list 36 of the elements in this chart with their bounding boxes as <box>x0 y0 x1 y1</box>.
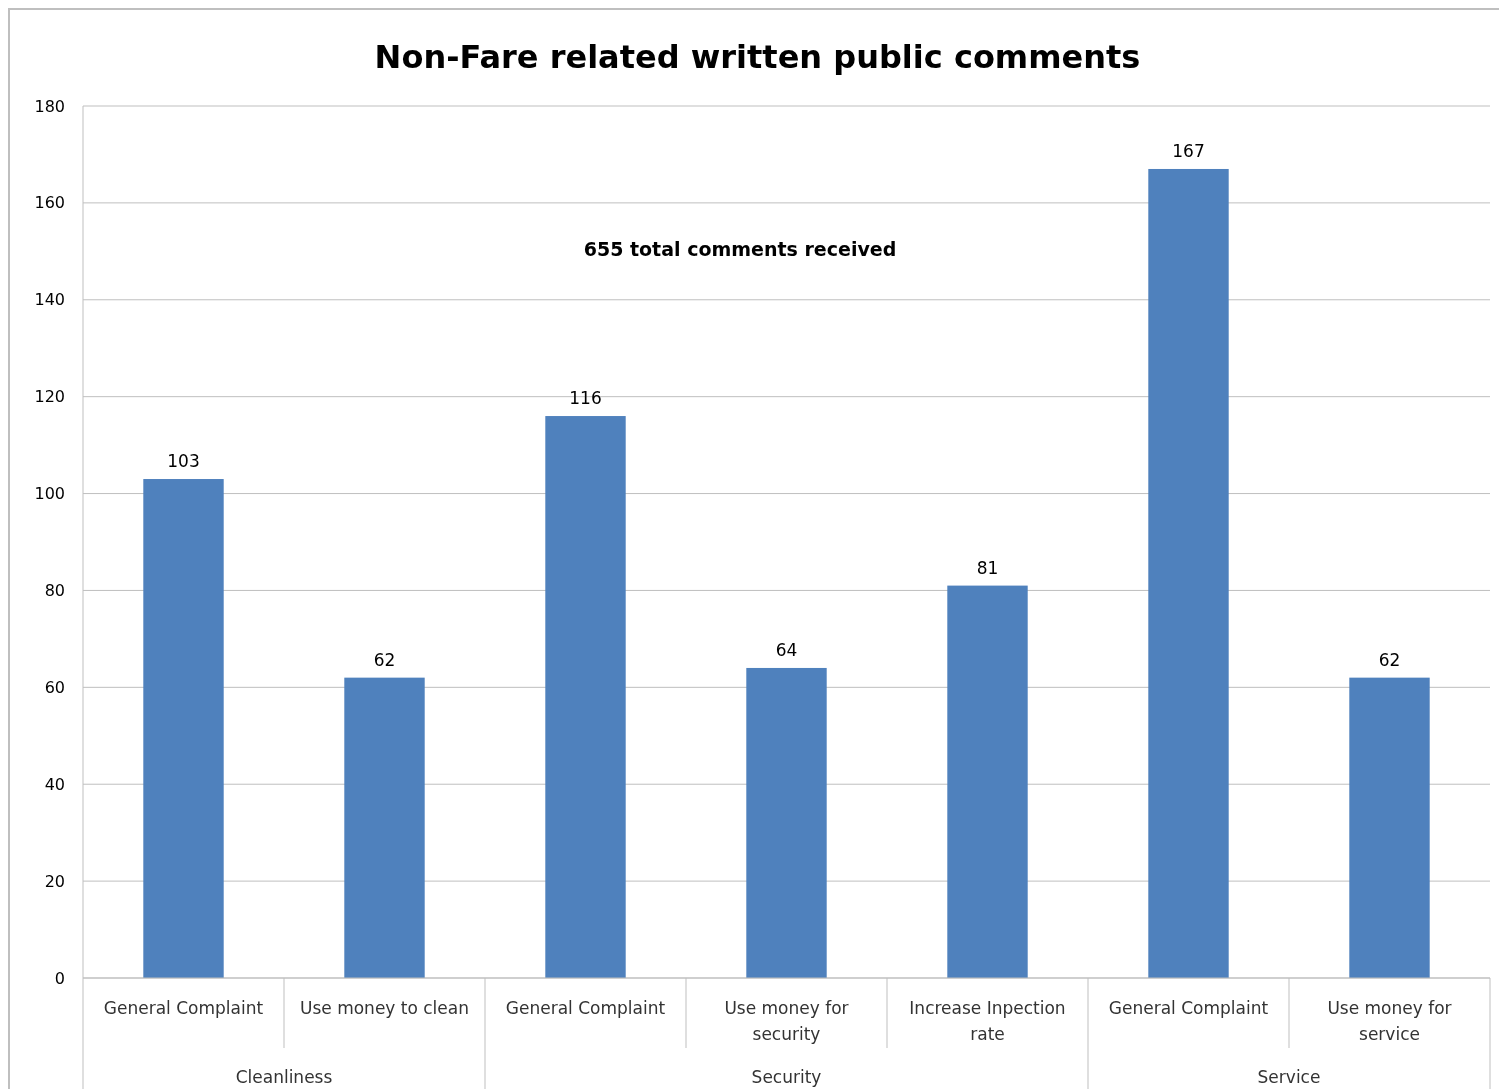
x-tick-label: General Complaint <box>103 998 264 1018</box>
y-tick-label: 0 <box>54 968 65 988</box>
data-label: 103 <box>167 451 200 472</box>
y-tick-label: 180 <box>34 96 65 116</box>
bar <box>1349 677 1430 978</box>
data-label: 62 <box>373 649 396 670</box>
x-tick-label: Use money for security <box>724 998 849 1044</box>
y-tick-label: 100 <box>34 484 65 504</box>
x-tick-label: General Complaint <box>505 998 666 1018</box>
y-tick-label: 80 <box>44 581 65 601</box>
y-tick-label: 160 <box>34 193 65 213</box>
data-label: 167 <box>1172 140 1205 161</box>
x-tick-label: Use money to clean <box>299 998 470 1018</box>
bar <box>344 677 425 978</box>
chart-title: Non-Fare related written public comments <box>374 38 1141 76</box>
text: Service <box>1257 1067 1321 1087</box>
x-tick-label: Use money for service <box>1327 998 1452 1044</box>
y-tick-label: 40 <box>44 774 65 794</box>
data-label: 81 <box>976 557 999 578</box>
y-tick-label: 60 <box>44 677 65 697</box>
bar <box>545 416 626 978</box>
y-tick-label: 20 <box>44 871 65 891</box>
text: Security <box>751 1067 822 1087</box>
x-tick-label: Increase Inpection rate <box>909 998 1066 1044</box>
y-tick-label: 140 <box>34 290 65 310</box>
data-label: 116 <box>569 388 602 409</box>
y-tick-label: 120 <box>34 387 65 407</box>
text: Cleanliness <box>235 1067 333 1087</box>
bar <box>1148 168 1229 978</box>
x-tick-label: General Complaint <box>1108 998 1269 1018</box>
bar <box>746 667 827 978</box>
data-label: 62 <box>1378 649 1401 670</box>
annotation: 655 total comments received <box>583 238 897 260</box>
bar <box>947 585 1028 978</box>
data-label: 64 <box>775 639 798 660</box>
bar <box>143 479 224 978</box>
